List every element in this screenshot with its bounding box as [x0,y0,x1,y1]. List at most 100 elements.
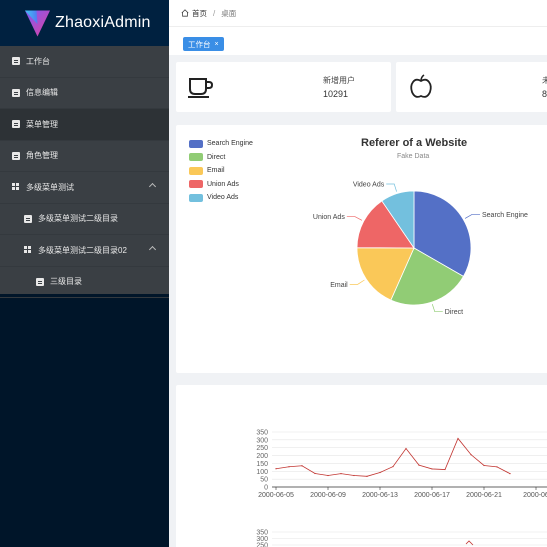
home-icon [181,9,189,17]
pie-label: Search Engine [482,212,528,219]
y-tick-label: 150 [256,461,268,468]
data-point [275,468,277,470]
tag-label: 工作台 [188,39,211,49]
document-icon [12,88,20,97]
sidebar-item-info-edit[interactable]: 信息编辑 [0,78,169,109]
y-tick-label: 350 [256,530,268,537]
pie-label: Union Ads [313,214,345,221]
document-icon [12,120,20,129]
pie-slice[interactable] [390,247,464,306]
data-point [405,447,407,450]
sidebar-item-label: 多级菜单测试二级目录02 [38,245,127,255]
pie-chart: Search Engine Direct Email Union Ads Video A… [313,181,528,316]
sidebar-item-level2-directory-02[interactable]: 多级菜单测试二级目录02 [0,235,169,267]
breadcrumb-home[interactable]: 首页 [181,8,207,19]
legend-item[interactable]: Search Engine [189,137,253,151]
chart-title: Referer of a Website [361,137,468,149]
data-point [496,466,498,468]
y-tick-label: 350 [256,430,268,437]
logo-icon [24,10,51,37]
sidebar-item-label: 工作台 [26,56,50,66]
y-tick-label: 50 [260,477,268,484]
data-point [301,465,303,467]
data-point [314,472,316,475]
sidebar-item-level3-directory[interactable]: 三级目录 [0,267,169,298]
document-icon [12,151,20,160]
legend-item[interactable]: Direct [189,151,253,165]
pie-label-line [349,279,365,285]
y-tick-label: 100 [256,469,268,476]
chart-subtitle: Fake Data [397,153,430,160]
data-point [483,464,485,467]
document-icon [12,57,20,66]
breadcrumb-current: 桌面 [221,8,237,18]
line-chart-panel: 350 300 250 200 150 100 50 0 2000-06-05 2000-06-0… [176,385,547,547]
sidebar-item-label: 多级菜单测试二级目录 [38,214,118,224]
data-point [470,454,472,456]
stat-value: 10291 [323,89,349,99]
data-point [418,464,420,466]
legend-label: Video Ads [207,194,239,202]
logo[interactable]: ZhaoxiAdmin [0,0,169,46]
stat-card-second: 未 8 [396,62,547,112]
pie-label-line [464,214,480,219]
breadcrumb-home-label: 首页 [192,8,207,18]
document-icon [24,214,32,223]
data-point [457,437,459,440]
pie-label: Direct [445,309,463,316]
legend-swatch [189,153,203,162]
pie-legend: Search Engine Direct Email Union Ads Video A… [189,137,253,205]
legend-label: Search Engine [207,140,253,148]
sidebar: ZhaoxiAdmin 工作台 信息编辑 菜单管理 角色管理 多级菜单测试 多级… [0,0,169,547]
pie-slice[interactable] [356,200,415,249]
grid-icon [12,183,20,191]
apple-icon [410,74,432,98]
stat-value: 8 [542,89,547,99]
chevron-up-icon [148,245,157,254]
pie-label-line [346,216,363,221]
stat-card-new-users: 新增用户 10291 [176,62,391,112]
pie-slice[interactable] [413,190,472,277]
y-tick-label: 250 [256,445,268,452]
header: 首页 / 桌面 [169,0,547,26]
tag-workbench[interactable]: 工作台 × [183,37,224,51]
close-icon[interactable]: × [214,40,219,48]
data-point [431,468,433,470]
sidebar-item-label: 三级目录 [50,277,82,287]
y-tick-label: 250 [256,543,268,547]
stat-label: 未 [542,76,547,85]
coffee-cup-icon [188,78,214,98]
legend-swatch [189,180,203,189]
data-point [288,466,290,468]
x-tick-label: 2000-06-05 [258,492,294,499]
pie-slice[interactable] [381,190,415,250]
legend-label: Email [207,167,225,175]
sidebar-item-level2-directory[interactable]: 多级菜单测试二级目录 [0,204,169,235]
data-point [379,471,381,474]
y-tick-label: 200 [256,453,268,460]
pie-label-line [431,303,443,313]
data-point [392,465,394,468]
data-point [353,474,355,477]
pie-label: Email [330,282,348,289]
data-point [327,474,329,477]
sidebar-item-label: 菜单管理 [26,119,58,129]
legend-swatch [189,166,203,175]
legend-item[interactable]: Union Ads [189,178,253,192]
sidebar-item-workbench[interactable]: 工作台 [0,46,169,78]
legend-item[interactable]: Email [189,164,253,178]
x-tick-label: 2000-06 [523,492,547,499]
y-tick-label: 300 [256,536,268,543]
legend-item[interactable]: Video Ads [189,191,253,205]
sidebar-item-role-management[interactable]: 角色管理 [0,141,169,172]
chevron-up-icon [148,182,157,191]
sidebar-item-multilevel-menu[interactable]: 多级菜单测试 [0,172,169,204]
series-line [465,540,474,546]
x-tick-label: 2000-06-21 [466,492,502,499]
y-tick-label: 0 [264,485,268,492]
tags-bar: 工作台 × [169,26,547,55]
sidebar-item-menu-management[interactable]: 菜单管理 [0,109,169,141]
pie-slice[interactable] [356,247,415,301]
series-line [275,437,511,477]
